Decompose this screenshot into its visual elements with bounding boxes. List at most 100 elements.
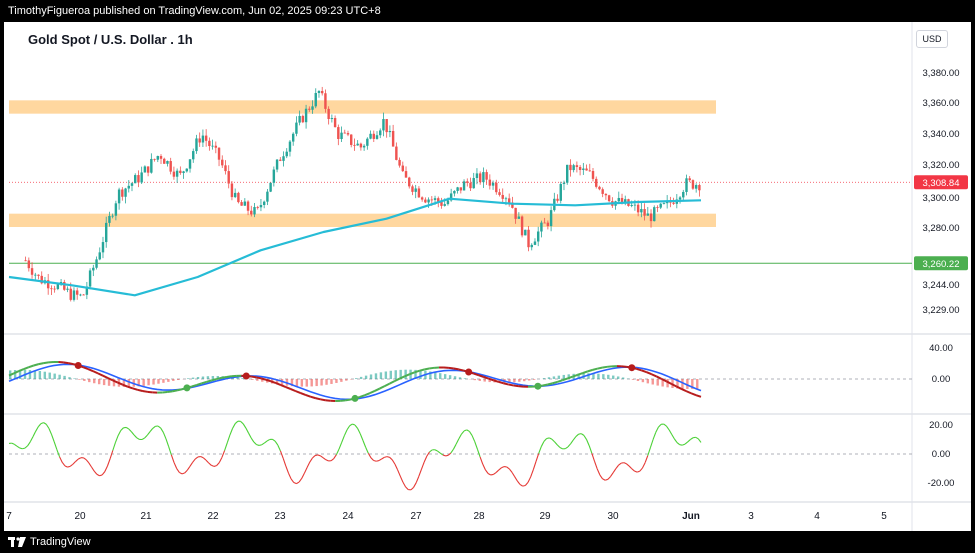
candle-body <box>633 204 637 206</box>
oscillator-histogram-bar <box>137 379 140 387</box>
oscillator-fast-segment <box>493 379 499 383</box>
price-tick-label: 3,320.00 <box>923 160 960 171</box>
momentum-segment <box>104 465 108 472</box>
candle-body <box>324 93 327 109</box>
candle-body <box>659 203 662 208</box>
oscillator-fast-segment <box>122 383 128 388</box>
candle-body <box>192 151 195 160</box>
momentum-segment <box>607 476 611 480</box>
oscillator-fast-segment <box>8 372 15 377</box>
candle-body <box>88 270 92 287</box>
candle-body <box>414 188 417 192</box>
candle-body <box>566 164 569 183</box>
candle-body <box>259 205 263 208</box>
oscillator-histogram-bar <box>602 374 605 379</box>
momentum-segment <box>397 469 401 477</box>
candle-body <box>646 213 650 216</box>
publisher-text: TimothyFigueroa published on TradingView… <box>8 5 381 17</box>
time-tick-label: 23 <box>274 511 286 522</box>
oscillator-cross-dot <box>242 372 250 380</box>
oscillator-histogram-bar <box>310 379 313 387</box>
candle-body <box>82 294 85 296</box>
oscillator-fast-segment <box>680 387 687 393</box>
momentum-segment <box>487 473 492 476</box>
oscillator-fast-segment <box>685 390 692 395</box>
momentum-segment <box>61 462 66 467</box>
momentum-segment <box>516 480 521 485</box>
oscillator-fast-segment <box>63 361 69 365</box>
momentum-segment <box>426 451 430 457</box>
candle-body <box>475 173 479 179</box>
candle-body <box>524 229 527 236</box>
oscillator-fast-segment <box>488 377 494 382</box>
oscillator-histogram-bar <box>389 370 392 379</box>
oscillator-histogram-bar <box>557 375 561 379</box>
oscillator-histogram-bar <box>631 379 635 380</box>
oscillator-histogram-bar <box>478 379 481 381</box>
momentum-segment <box>447 452 452 456</box>
oscillator-fast-segment <box>498 380 504 385</box>
oscillator-fast-segment <box>171 389 178 393</box>
candle-body <box>578 167 582 170</box>
momentum-segment <box>144 434 148 439</box>
chart-panel[interactable]: 3,380.00 3,360.00 3,340.00 3,320.00 3,300.00… <box>4 22 971 531</box>
oscillator-histogram-bar <box>157 379 160 384</box>
momentum-segment <box>16 445 20 449</box>
candle-body <box>301 115 305 123</box>
candle-body <box>504 198 508 200</box>
candle-body <box>630 204 633 206</box>
momentum-tick-label: 0.00 <box>932 449 951 460</box>
momentum-segment <box>540 441 545 447</box>
candle-body <box>533 241 537 245</box>
momentum-segment <box>468 431 473 436</box>
momentum-segment <box>27 441 31 447</box>
momentum-segment <box>301 472 305 479</box>
oscillator-fast-segment <box>359 394 366 398</box>
candle-body <box>182 171 185 174</box>
candle-body <box>624 199 627 204</box>
momentum-segment <box>29 436 34 443</box>
oscillator-histogram-bar <box>251 379 254 380</box>
momentum-segment <box>168 446 172 456</box>
momentum-segment <box>596 468 601 476</box>
candle-body <box>320 90 324 94</box>
oscillator-histogram-bar <box>315 379 318 387</box>
oscillator-fast-segment <box>641 369 647 374</box>
momentum-segment <box>83 457 87 461</box>
candle-body <box>50 288 53 290</box>
momentum-segment <box>43 422 47 425</box>
oscillator-fast-segment <box>260 377 267 381</box>
momentum-segment <box>564 446 569 450</box>
momentum-segment <box>253 441 257 446</box>
oscillator-histogram-bar <box>300 379 304 387</box>
oscillator-fast-segment <box>399 375 405 380</box>
candle-body <box>411 186 414 192</box>
momentum-segment <box>668 429 673 435</box>
candle-body <box>662 203 666 204</box>
momentum-segment <box>213 465 217 467</box>
oscillator-histogram-bar <box>399 369 402 379</box>
candle-body <box>24 260 27 262</box>
oscillator-fast-segment <box>201 380 208 385</box>
oscillator-histogram-bar <box>241 378 244 379</box>
momentum-segment <box>423 455 428 463</box>
oscillator-histogram-bar <box>196 376 200 379</box>
momentum-segment <box>322 457 327 461</box>
momentum-segment <box>32 431 37 437</box>
time-tick-label: Jun <box>682 511 700 522</box>
momentum-segment <box>402 481 407 488</box>
momentum-tick-label: 20.00 <box>929 420 953 431</box>
candle-body <box>495 182 498 193</box>
candle-body <box>117 189 121 204</box>
oscillator-histogram-bar <box>448 375 452 379</box>
price-tick-label: 3,244.00 <box>923 280 960 291</box>
oscillator-fast-segment <box>251 375 257 379</box>
oscillator-fast-segment <box>414 369 420 374</box>
candle-body <box>501 194 504 199</box>
oscillator-histogram-bar <box>528 379 531 381</box>
chart-svg[interactable]: 3,380.00 3,360.00 3,340.00 3,320.00 3,300.00… <box>4 22 971 531</box>
currency-button[interactable]: USD <box>916 30 948 48</box>
momentum-segment <box>484 469 489 474</box>
oscillator-fast-segment <box>690 392 697 397</box>
momentum-segment <box>647 447 651 456</box>
